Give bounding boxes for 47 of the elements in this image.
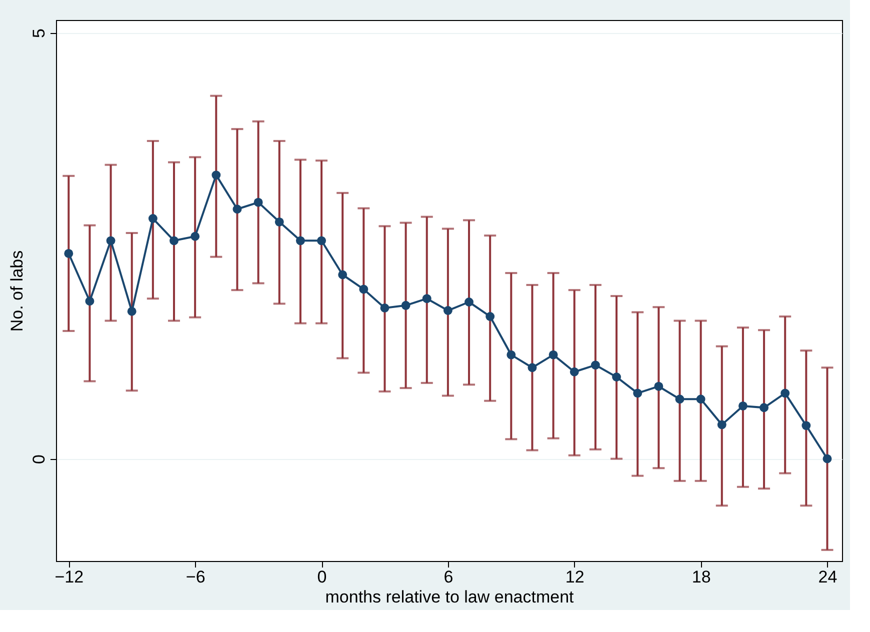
point: [127, 306, 136, 316]
point: [590, 360, 600, 370]
point: [64, 248, 74, 258]
point: [401, 300, 410, 310]
point: [317, 236, 326, 246]
point: [822, 454, 832, 464]
point: [612, 372, 621, 382]
point: [443, 306, 452, 315]
point: [296, 236, 305, 246]
x-tick-label: −12: [54, 568, 84, 586]
x-tick-label: −6: [186, 568, 206, 586]
point: [717, 420, 726, 430]
point: [85, 296, 94, 306]
point: [486, 312, 495, 321]
point: [190, 232, 200, 241]
point: [106, 236, 116, 246]
point: [254, 198, 263, 207]
point: [570, 367, 579, 376]
point: [528, 363, 537, 372]
point: [675, 394, 684, 404]
point: [464, 298, 474, 306]
x-tick-label: 24: [818, 568, 838, 586]
point: [738, 401, 748, 410]
x-axis-title: months relative to law enactment: [325, 588, 574, 606]
point: [802, 421, 811, 430]
point: [696, 394, 706, 404]
point: [359, 284, 368, 294]
point: [422, 294, 432, 304]
point: [232, 204, 242, 214]
x-tick-label: 18: [692, 568, 711, 586]
point: [380, 304, 390, 312]
point: [274, 217, 284, 226]
point: [633, 388, 642, 398]
point: [760, 403, 769, 412]
point: [780, 388, 790, 398]
point: [654, 382, 664, 391]
point: [338, 270, 348, 280]
y-axis-title: No. of labs: [8, 250, 26, 332]
x-tick-label: 0: [317, 568, 327, 586]
point: [170, 236, 178, 246]
point: [212, 170, 221, 180]
x-tick-label: 6: [444, 568, 454, 586]
y-tick-label: 5: [30, 28, 48, 38]
point: [548, 350, 558, 360]
point: [506, 350, 516, 360]
point: [148, 214, 158, 223]
x-tick-label: 12: [565, 568, 584, 586]
